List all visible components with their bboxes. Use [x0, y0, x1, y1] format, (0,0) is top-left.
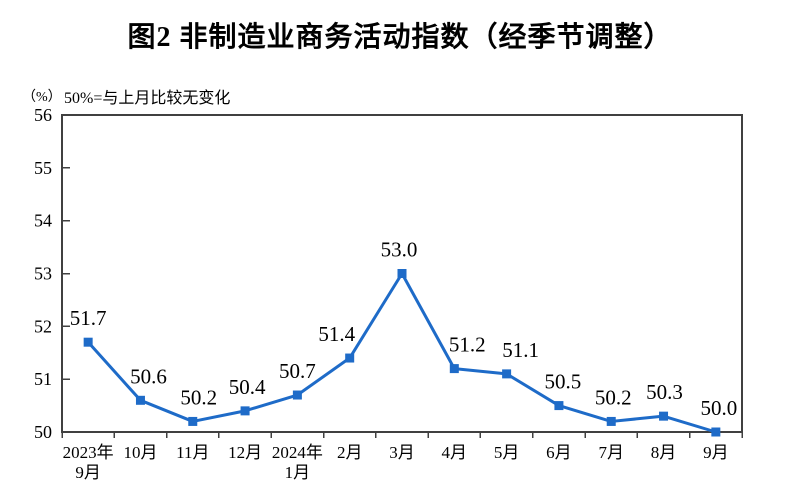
- plot-border: [61, 114, 743, 433]
- y-axis-tick-label: 51: [34, 369, 52, 389]
- data-point-label: 50.3: [646, 380, 683, 404]
- data-point-label: 51.4: [318, 322, 355, 346]
- data-point-label: 50.0: [700, 396, 737, 420]
- x-axis-tick-label: 2月: [337, 443, 363, 462]
- data-point-marker: [502, 369, 512, 379]
- data-point-label: 50.2: [595, 385, 632, 409]
- x-axis-tick-label: 2023年 9月: [63, 443, 114, 482]
- data-point-label: 50.5: [545, 370, 582, 394]
- x-axis-tick-label: 3月: [389, 443, 415, 462]
- x-axis-tick-label: 12月: [228, 443, 262, 462]
- y-axis-tick-label: 50: [34, 422, 52, 442]
- y-axis-unit-label: （%）: [22, 90, 62, 105]
- x-axis-tick-label: 7月: [598, 443, 624, 462]
- x-axis-tick-label: 2024年 1月: [272, 443, 323, 482]
- x-axis-tick-label: 4月: [442, 443, 468, 462]
- y-axis-tick-label: 52: [34, 316, 52, 336]
- x-axis-tick-label: 10月: [123, 443, 157, 462]
- x-axis-tick-label: 11月: [176, 443, 209, 462]
- data-point-marker: [345, 353, 355, 363]
- data-point-label: 50.6: [130, 364, 167, 388]
- chart-title: 图2 非制造业商务活动指数（经季节调整）: [127, 22, 673, 53]
- data-point-marker: [188, 416, 198, 426]
- data-point-marker: [83, 337, 93, 347]
- data-point-label: 51.2: [449, 333, 486, 357]
- x-axis-tick-label: 6月: [546, 443, 572, 462]
- y-axis-tick-label: 56: [34, 105, 52, 125]
- x-axis-tick-label: 8月: [651, 443, 677, 462]
- data-point-label: 50.7: [279, 359, 316, 383]
- data-point-marker: [449, 364, 459, 374]
- data-point-marker: [397, 269, 407, 278]
- data-point-label: 53.0: [381, 238, 418, 262]
- x-axis-tick-label: 9月: [703, 443, 729, 462]
- data-point-label: 50.4: [229, 375, 266, 399]
- data-point-label: 51.1: [502, 338, 539, 362]
- data-point-marker: [711, 427, 721, 437]
- data-point-marker: [554, 401, 564, 411]
- y-axis-tick-label: 54: [34, 211, 52, 231]
- data-point-marker: [240, 406, 250, 416]
- y-axis-tick-label: 53: [34, 264, 52, 284]
- data-point-marker: [606, 416, 616, 426]
- chart-subtitle: 50%=与上月比较无变化: [64, 90, 231, 107]
- data-point-label: 51.7: [70, 306, 107, 330]
- data-point-marker: [292, 390, 302, 400]
- x-axis-tick-label: 5月: [494, 443, 520, 462]
- data-point-marker: [659, 411, 669, 421]
- data-point-label: 50.2: [180, 385, 217, 409]
- y-axis-tick-label: 55: [34, 158, 52, 178]
- data-point-marker: [135, 395, 145, 405]
